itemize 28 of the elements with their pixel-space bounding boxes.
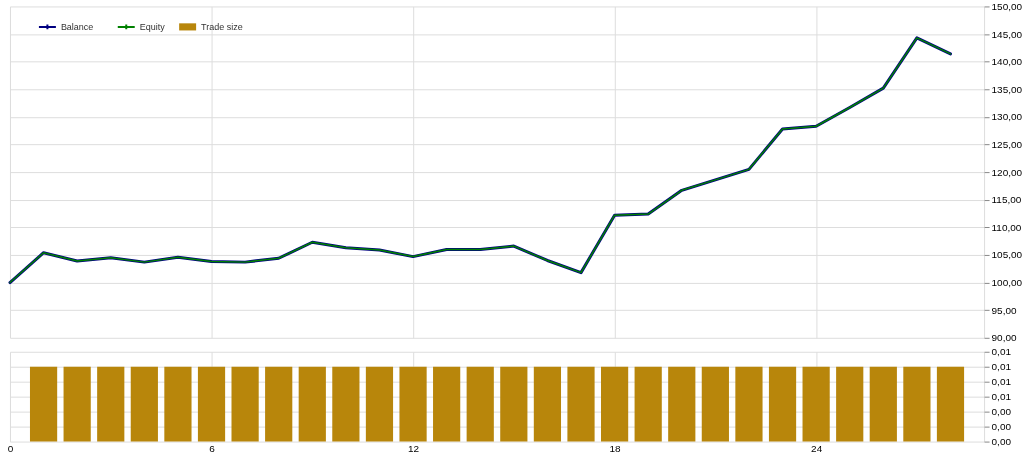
x-tick-label: 0 [7, 443, 14, 455]
y-tick-label: 0,00 [991, 421, 1012, 433]
y-tick-label: 0,01 [991, 346, 1012, 358]
y-tick-label: 110,00 [991, 221, 1022, 233]
y-tick-label: 140,00 [991, 56, 1023, 68]
y-tick-label: 0,00 [991, 436, 1012, 448]
y-tick-label: 0,00 [991, 406, 1012, 418]
y-tick-label: 0,01 [991, 376, 1012, 388]
y-tick-label: 135,00 [991, 83, 1023, 95]
x-tick-label: 6 [209, 443, 216, 455]
x-tick-label: 24 [811, 443, 823, 455]
y-tick-label: 100,00 [991, 277, 1023, 289]
y-tick-label: 120,00 [991, 166, 1023, 178]
y-tick-label: 0,01 [991, 361, 1012, 373]
y-tick-label: 0,01 [991, 391, 1012, 403]
y-tick-label: 145,00 [991, 28, 1023, 40]
y-tick-label: 150,00 [991, 0, 1023, 12]
y-tick-label: 125,00 [991, 138, 1023, 150]
x-tick-label: 12 [408, 443, 420, 455]
x-tick-label: 18 [609, 443, 622, 455]
y-tick-label: 90,00 [991, 332, 1017, 344]
legend-label: Trade size [201, 21, 243, 32]
y-tick-label: 105,00 [991, 249, 1023, 261]
y-tick-label: 95,00 [991, 304, 1017, 316]
legend-label: Balance [60, 21, 94, 32]
legend-label: Equity [139, 21, 166, 32]
y-tick-label: 130,00 [991, 111, 1023, 123]
y-tick-label: 115,00 [991, 194, 1022, 206]
